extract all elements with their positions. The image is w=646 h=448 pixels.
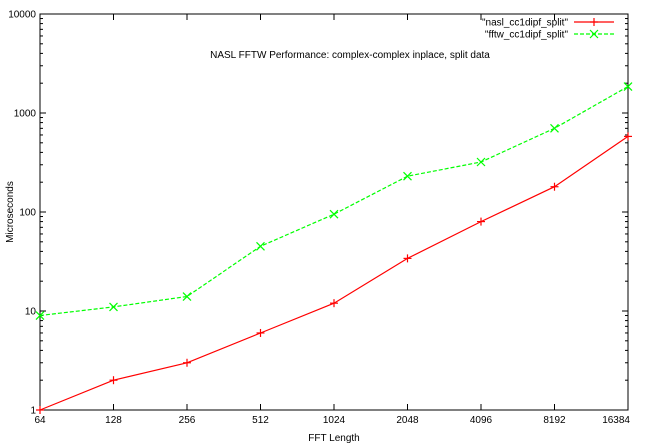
y-tick-label: 1 — [30, 406, 36, 417]
series-line-2 — [39, 85, 629, 317]
legend-label: "fftw_cc1dipf_split" — [485, 30, 569, 41]
series-2-point — [329, 209, 339, 219]
x-tick-label: 4096 — [470, 415, 493, 426]
x-tick-label: 64 — [34, 415, 46, 426]
series-layer — [35, 82, 633, 414]
series-2-point — [182, 292, 192, 301]
y-tick-label: 1000 — [14, 109, 37, 120]
x-tick-label: 128 — [105, 415, 122, 426]
x-tick-label: 256 — [179, 415, 196, 426]
legend-marker — [590, 18, 598, 26]
series-1-point — [550, 182, 559, 191]
x-axis-label: FFT Length — [308, 433, 360, 444]
series-1-point — [403, 254, 412, 263]
y-tick-label: 100 — [19, 208, 36, 219]
chart-title: NASL FFTW Performance: complex-complex i… — [210, 50, 490, 61]
series-1-point — [330, 299, 338, 308]
legend-marker — [589, 29, 599, 39]
y-axis: 1 10 100 1000 10000 — [8, 10, 628, 417]
series-1-point — [256, 328, 265, 337]
plot-frame — [39, 13, 629, 411]
x-axis: 64 128 256 512 1024 2048 4096 8192 16384 — [34, 14, 630, 426]
x-tick-label: 2048 — [396, 415, 419, 426]
series-1-point — [183, 358, 191, 367]
legend: "nasl_cc1dipf_split""fftw_cc1dipf_split" — [482, 18, 614, 41]
series-2-point — [550, 123, 559, 133]
series-2-point — [476, 157, 486, 167]
series-1-point — [109, 376, 118, 385]
series-line-1 — [39, 135, 629, 411]
x-tick-label: 512 — [252, 415, 269, 426]
series-1-point — [36, 406, 44, 414]
series-2-point — [109, 302, 118, 312]
series-1-point — [477, 217, 485, 226]
series-2-point — [623, 82, 633, 91]
y-tick-label: 10000 — [8, 10, 36, 21]
x-tick-label: 16384 — [602, 415, 630, 426]
series-2-point — [256, 241, 265, 251]
legend-label: "nasl_cc1dipf_split" — [482, 18, 568, 29]
series-1-point — [624, 132, 632, 141]
x-tick-label: 8192 — [543, 415, 566, 426]
series-2-point — [35, 311, 45, 320]
y-axis-label: Microseconds — [5, 181, 16, 243]
series-2-point — [403, 171, 412, 181]
x-tick-label: 1024 — [323, 415, 346, 426]
y-tick-label: 10 — [25, 307, 37, 318]
